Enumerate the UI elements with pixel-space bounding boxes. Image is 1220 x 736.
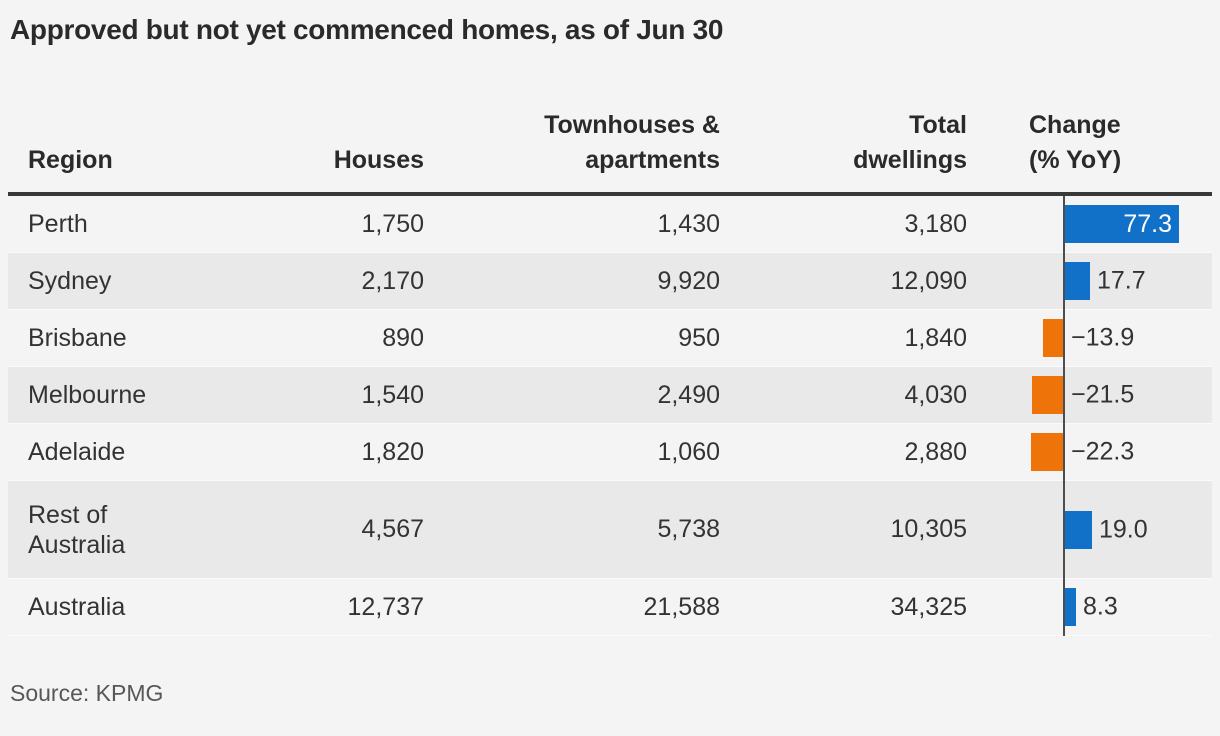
houses-cell: 1,750	[361, 209, 424, 238]
total-dwellings-cell: 3,180	[904, 209, 967, 238]
townhouses-apartments-cell: 1,060	[657, 437, 720, 466]
change-value-label: 8.3	[1083, 592, 1118, 621]
total-dwellings-cell: 4,030	[904, 380, 967, 409]
total-dwellings-cell: 12,090	[890, 266, 967, 295]
column-header-houses-label: Houses	[333, 146, 424, 174]
table-row: Adelaide 1,820 1,060 2,880 −22.3	[8, 424, 1212, 481]
approved-homes-table: Region Houses Townhouses & apartments To…	[8, 108, 1212, 636]
column-header-change: Change (% YoY)	[1029, 111, 1122, 174]
townhouses-apartments-cell: 9,920	[657, 266, 720, 295]
region-cell: Melbourne	[28, 381, 147, 409]
change-cell: 8.3	[967, 579, 1212, 635]
region-cell: Brisbane	[28, 324, 127, 352]
source-attribution: Source: KPMG	[10, 680, 164, 706]
townhouses-apartments-cell: 2,490	[657, 380, 720, 409]
houses-cell: 1,540	[361, 380, 424, 409]
table-row: Sydney 2,170 9,920 12,090 17.7	[8, 253, 1212, 310]
change-bar-negative	[1031, 433, 1064, 471]
townhouses-apartments-cell: 1,430	[657, 209, 720, 238]
houses-cell: 890	[382, 323, 424, 352]
houses-cell: 4,567	[361, 515, 424, 543]
region-cell: Rest of Australia	[28, 500, 126, 559]
change-bar-negative	[1043, 319, 1064, 357]
houses-cell: 12,737	[347, 592, 424, 621]
column-header-townhouses: Townhouses & apartments	[544, 111, 720, 174]
table-row: Melbourne 1,540 2,490 4,030 −21.5	[8, 367, 1212, 424]
houses-cell: 1,820	[361, 437, 424, 466]
townhouses-apartments-cell: 950	[678, 323, 720, 352]
column-header-region: Region	[8, 143, 228, 178]
townhouses-apartments-cell: 21,588	[643, 592, 720, 621]
column-header-houses: Houses	[228, 143, 424, 178]
region-cell: Perth	[28, 210, 88, 238]
change-bar-positive: 77.3	[1064, 205, 1179, 243]
change-value-label: 19.0	[1099, 515, 1148, 543]
total-dwellings-cell: 10,305	[890, 515, 967, 543]
column-header-region-label: Region	[28, 146, 113, 174]
table-row: Perth 1,750 1,430 3,180 77.3	[8, 196, 1212, 253]
zero-axis-line	[1063, 196, 1065, 636]
table-body: Perth 1,750 1,430 3,180 77.3 Sydney 2,170 9,920…	[8, 196, 1212, 636]
table-header: Region Houses Townhouses & apartments To…	[8, 108, 1212, 196]
change-value-label: 17.7	[1097, 266, 1146, 295]
change-bar-positive	[1064, 262, 1090, 300]
region-cell: Australia	[28, 593, 126, 621]
page-title: Approved but not yet commenced homes, as…	[10, 14, 724, 45]
total-dwellings-cell: 1,840	[904, 323, 967, 352]
table-row: Australia 12,737 21,588 34,325 8.3	[8, 579, 1212, 636]
change-value-label: −21.5	[1071, 380, 1135, 409]
change-bar-positive	[1064, 588, 1076, 626]
houses-cell: 2,170	[361, 266, 424, 295]
change-bar-positive	[1064, 510, 1092, 549]
change-bar-negative	[1032, 376, 1064, 414]
total-dwellings-cell: 2,880	[904, 437, 967, 466]
column-header-total-dwellings: Total dwellings	[853, 111, 967, 174]
change-value-label: −13.9	[1071, 323, 1135, 352]
region-cell: Sydney	[28, 267, 112, 295]
change-cell: 17.7	[967, 253, 1212, 309]
change-cell: −13.9	[967, 310, 1212, 366]
change-cell: 77.3	[967, 196, 1212, 252]
table-row: Brisbane 890 950 1,840 −13.9	[8, 310, 1212, 367]
change-value-label: −22.3	[1071, 437, 1135, 466]
total-dwellings-cell: 34,325	[890, 592, 967, 621]
change-value-label: 77.3	[1123, 209, 1172, 238]
change-cell: −21.5	[967, 367, 1212, 423]
townhouses-apartments-cell: 5,738	[657, 515, 720, 543]
change-cell: 19.0	[967, 481, 1212, 578]
region-cell: Adelaide	[28, 438, 126, 466]
change-cell: −22.3	[967, 424, 1212, 480]
table-row: Rest of Australia 4,567 5,738 10,305 19.0	[8, 481, 1212, 579]
